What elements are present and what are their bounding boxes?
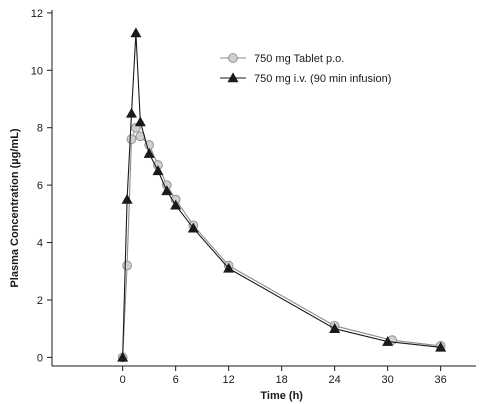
y-tick-label: 12 <box>31 8 43 20</box>
x-tick-label: 6 <box>173 374 179 386</box>
series-2-point <box>170 199 182 210</box>
y-tick-label: 2 <box>37 295 43 307</box>
series-2-point <box>435 341 447 352</box>
series-2-point <box>117 351 129 362</box>
series-2-line <box>122 32 441 358</box>
legend-marker <box>227 72 239 83</box>
x-tick-label: 0 <box>120 374 126 386</box>
series-2-point <box>130 27 142 38</box>
legend-marker <box>228 53 238 63</box>
x-tick-label: 18 <box>276 374 288 386</box>
y-tick-label: 6 <box>37 180 43 192</box>
y-tick-label: 8 <box>37 123 43 135</box>
series-2-point <box>187 222 199 233</box>
y-axis-label: Plasma Concentration (µg/mL) <box>9 128 21 287</box>
x-tick-label: 36 <box>435 374 447 386</box>
series-2 <box>117 27 447 362</box>
series-2-point <box>134 116 146 127</box>
series-2-point <box>125 107 138 118</box>
plot-area <box>117 27 447 363</box>
x-axis-label: Time (h) <box>260 390 303 402</box>
y-tick-label: 0 <box>37 352 43 364</box>
series-1-point <box>126 134 137 145</box>
legend-label: 750 mg Tablet p.o. <box>254 53 344 65</box>
legend: 750 mg Tablet p.o. 750 mg i.v. (90 min in… <box>220 53 391 85</box>
series-2-point <box>382 335 394 346</box>
series-2-point <box>152 165 164 176</box>
series-2-point <box>161 185 173 196</box>
series-2-point <box>143 147 155 158</box>
series-1-point <box>122 260 132 271</box>
series-2-point <box>329 323 341 333</box>
series-2-point <box>223 262 235 273</box>
legend-entry-2: 750 mg i.v. (90 min infusion) <box>220 72 391 85</box>
x-tick-label: 24 <box>329 374 341 386</box>
y-tick-label: 10 <box>31 65 43 77</box>
y-tick-label: 4 <box>37 238 43 250</box>
legend-label: 750 mg i.v. (90 min infusion) <box>254 73 391 85</box>
series-1 <box>117 122 446 363</box>
series-1-line <box>122 126 441 358</box>
series-2-point <box>121 193 133 204</box>
legend-entry-1: 750 mg Tablet p.o. <box>220 53 344 65</box>
x-tick-label: 12 <box>223 374 235 386</box>
x-tick-label: 30 <box>382 374 394 386</box>
